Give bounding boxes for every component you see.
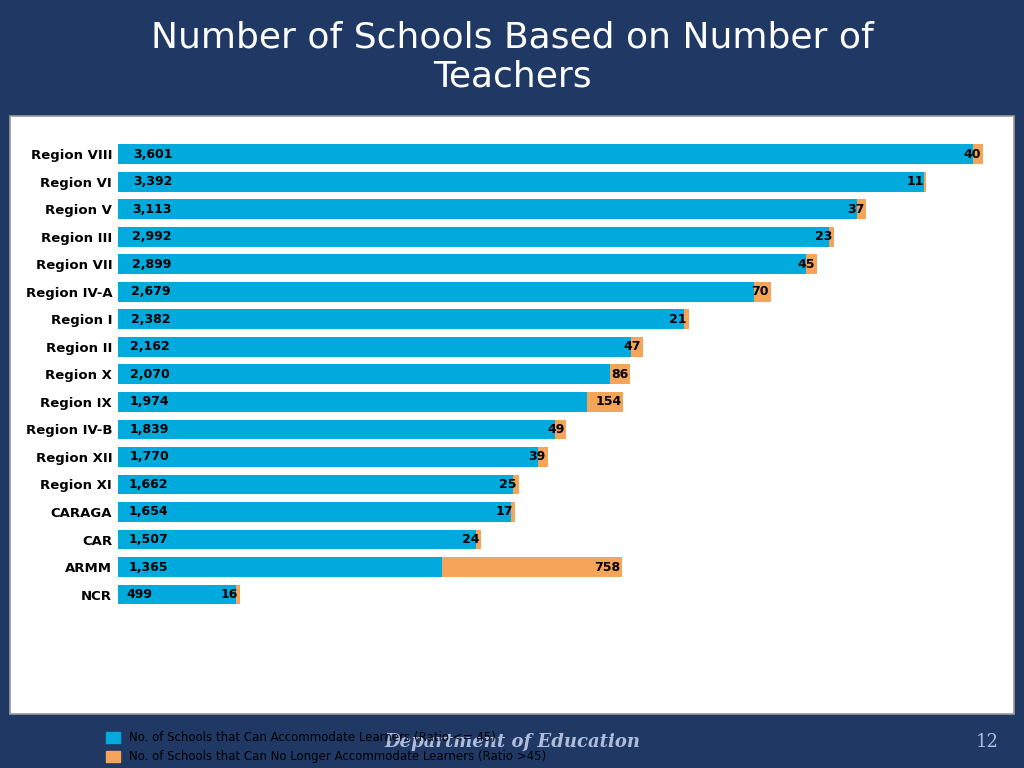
Text: 49: 49	[547, 423, 564, 436]
Text: 758: 758	[594, 561, 621, 574]
Bar	[924, 172, 926, 192]
Bar	[118, 144, 973, 164]
Text: 1,662: 1,662	[129, 478, 168, 491]
Bar	[684, 310, 688, 329]
Text: 37: 37	[847, 203, 864, 216]
Bar	[118, 584, 237, 604]
Bar	[476, 530, 481, 549]
Bar	[118, 392, 587, 412]
Bar	[118, 530, 476, 549]
Text: 2,899: 2,899	[132, 258, 171, 271]
Text: 2,382: 2,382	[130, 313, 170, 326]
Text: 40: 40	[964, 147, 981, 161]
Bar	[118, 447, 539, 467]
Bar	[118, 419, 555, 439]
Bar	[118, 337, 632, 357]
Text: 1,974: 1,974	[130, 396, 169, 409]
Bar	[118, 200, 857, 219]
Text: 3,392: 3,392	[133, 175, 172, 188]
Text: Department of Education: Department of Education	[384, 733, 640, 751]
Legend: No. of Schools that Can Accommodate Learners (Ratio <= 45), No. of Schools that : No. of Schools that Can Accommodate Lear…	[105, 731, 547, 763]
Text: 154: 154	[595, 396, 622, 409]
Bar	[118, 254, 807, 274]
Bar	[118, 282, 755, 302]
Text: 12: 12	[976, 733, 998, 751]
Text: 21: 21	[670, 313, 687, 326]
Text: 47: 47	[624, 340, 641, 353]
Bar	[118, 475, 513, 495]
Text: 3,601: 3,601	[133, 147, 173, 161]
Bar	[828, 227, 834, 247]
Bar	[609, 365, 630, 384]
Bar	[511, 502, 515, 522]
Bar	[513, 475, 518, 495]
Bar	[555, 419, 566, 439]
Text: 3,113: 3,113	[132, 203, 172, 216]
Bar	[118, 172, 924, 192]
Text: 1,839: 1,839	[129, 423, 169, 436]
Text: 1,507: 1,507	[128, 533, 168, 546]
Bar	[118, 227, 828, 247]
Bar	[755, 282, 771, 302]
Text: 11: 11	[907, 175, 925, 188]
Bar	[118, 557, 442, 577]
Text: 16: 16	[221, 588, 239, 601]
Text: 45: 45	[798, 258, 815, 271]
Bar	[442, 557, 623, 577]
Text: 2,070: 2,070	[130, 368, 170, 381]
Text: 1,654: 1,654	[129, 505, 168, 518]
Bar	[807, 254, 817, 274]
Text: 1,365: 1,365	[128, 561, 168, 574]
Text: 86: 86	[610, 368, 628, 381]
Text: 24: 24	[462, 533, 479, 546]
Text: 17: 17	[496, 505, 513, 518]
Bar	[539, 447, 548, 467]
Bar	[973, 144, 983, 164]
Text: 25: 25	[499, 478, 517, 491]
Bar	[857, 200, 866, 219]
Bar	[118, 365, 609, 384]
Bar	[587, 392, 624, 412]
Bar	[118, 310, 684, 329]
Bar	[237, 584, 240, 604]
Bar	[632, 337, 642, 357]
Text: 2,992: 2,992	[132, 230, 171, 243]
Bar	[118, 502, 511, 522]
Text: 39: 39	[528, 451, 546, 463]
Text: 2,162: 2,162	[130, 340, 170, 353]
Text: 23: 23	[815, 230, 833, 243]
Text: 499: 499	[126, 588, 153, 601]
Text: 1,770: 1,770	[129, 451, 169, 463]
Text: Number of Schools Based on Number of
Teachers: Number of Schools Based on Number of Tea…	[151, 20, 873, 94]
Text: 70: 70	[752, 286, 769, 298]
Text: 2,679: 2,679	[131, 286, 171, 298]
